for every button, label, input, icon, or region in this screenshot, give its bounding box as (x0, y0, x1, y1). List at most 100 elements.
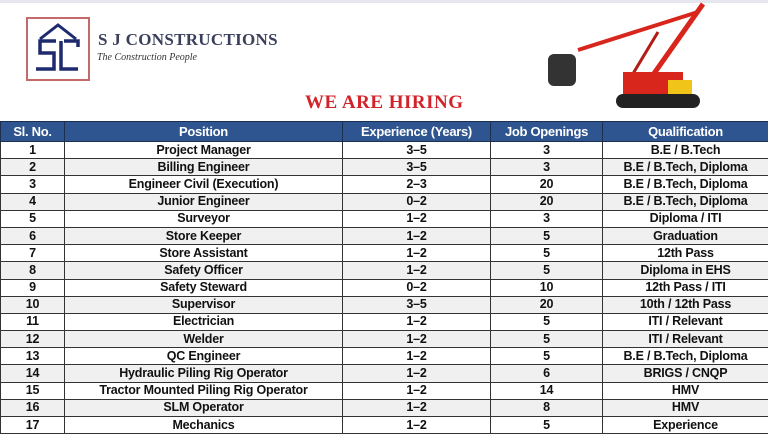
cell-experience: 1–2 (343, 331, 491, 348)
cell-openings: 5 (491, 227, 603, 244)
cell-position: Tractor Mounted Piling Rig Operator (65, 382, 343, 399)
company-tagline: The Construction People (97, 52, 197, 63)
cell-experience: 1–2 (343, 382, 491, 399)
company-logo (26, 17, 90, 81)
cell-position: Junior Engineer (65, 193, 343, 210)
piling-rig-image (538, 2, 713, 118)
cell-openings: 14 (491, 382, 603, 399)
cell-qualification: B.E / B.Tech, Diploma (603, 176, 768, 193)
cell-sl-no: 14 (1, 365, 65, 382)
cell-position: Store Assistant (65, 245, 343, 262)
cell-sl-no: 11 (1, 313, 65, 330)
cell-qualification: Diploma in EHS (603, 262, 768, 279)
hiring-headline: WE ARE HIRING (305, 92, 464, 114)
cell-experience: 1–2 (343, 262, 491, 279)
cell-experience: 3–5 (343, 296, 491, 313)
cell-position: Project Manager (65, 142, 343, 159)
cell-openings: 5 (491, 245, 603, 262)
cell-experience: 1–2 (343, 417, 491, 434)
cell-position: Safety Officer (65, 262, 343, 279)
cell-qualification: ITI / Relevant (603, 313, 768, 330)
cell-openings: 20 (491, 296, 603, 313)
cell-qualification: BRIGS / CNQP (603, 365, 768, 382)
company-name: S J CONSTRUCTIONS (98, 30, 278, 50)
cell-qualification: Diploma / ITI (603, 210, 768, 227)
cell-openings: 20 (491, 176, 603, 193)
cell-experience: 1–2 (343, 227, 491, 244)
cell-sl-no: 10 (1, 296, 65, 313)
cell-position: Electrician (65, 313, 343, 330)
cell-openings: 6 (491, 365, 603, 382)
cell-sl-no: 7 (1, 245, 65, 262)
cell-openings: 5 (491, 262, 603, 279)
cell-experience: 1–2 (343, 245, 491, 262)
cell-qualification: 12th Pass (603, 245, 768, 262)
cell-sl-no: 15 (1, 382, 65, 399)
cell-openings: 8 (491, 399, 603, 416)
cell-openings: 5 (491, 417, 603, 434)
cell-sl-no: 3 (1, 176, 65, 193)
cell-openings: 3 (491, 142, 603, 159)
cell-openings: 5 (491, 331, 603, 348)
cell-qualification: HMV (603, 382, 768, 399)
cell-experience: 0–2 (343, 193, 491, 210)
cell-experience: 3–5 (343, 159, 491, 176)
cell-openings: 3 (491, 159, 603, 176)
cell-qualification: Experience (603, 417, 768, 434)
cell-position: Safety Steward (65, 279, 343, 296)
cell-position: Surveyor (65, 210, 343, 227)
cell-qualification: B.E / B.Tech, Diploma (603, 159, 768, 176)
cell-experience: 1–2 (343, 348, 491, 365)
cell-qualification: Graduation (603, 227, 768, 244)
cell-position: Welder (65, 331, 343, 348)
cell-sl-no: 9 (1, 279, 65, 296)
cell-position: Hydraulic Piling Rig Operator (65, 365, 343, 382)
cell-qualification: 12th Pass / ITI (603, 279, 768, 296)
cell-experience: 1–2 (343, 365, 491, 382)
cell-position: QC Engineer (65, 348, 343, 365)
cell-position: Supervisor (65, 296, 343, 313)
cell-qualification: ITI / Relevant (603, 331, 768, 348)
cell-qualification: B.E / B.Tech, Diploma (603, 193, 768, 210)
cell-openings: 5 (491, 348, 603, 365)
cell-sl-no: 12 (1, 331, 65, 348)
cell-experience: 3–5 (343, 142, 491, 159)
cell-position: Engineer Civil (Execution) (65, 176, 343, 193)
cell-experience: 0–2 (343, 279, 491, 296)
cell-openings: 5 (491, 313, 603, 330)
cell-experience: 1–2 (343, 210, 491, 227)
cell-position: Store Keeper (65, 227, 343, 244)
cell-sl-no: 1 (1, 142, 65, 159)
cell-experience: 1–2 (343, 399, 491, 416)
cell-position: Billing Engineer (65, 159, 343, 176)
header-col-position: Position (65, 122, 343, 142)
cell-sl-no: 6 (1, 227, 65, 244)
cell-sl-no: 17 (1, 417, 65, 434)
cell-qualification: 10th / 12th Pass (603, 296, 768, 313)
header-col-experience: Experience (Years) (343, 122, 491, 142)
header-col-qualification: Qualification (603, 122, 768, 142)
cell-position: Mechanics (65, 417, 343, 434)
cell-openings: 10 (491, 279, 603, 296)
cell-sl-no: 16 (1, 399, 65, 416)
cell-qualification: B.E / B.Tech (603, 142, 768, 159)
cell-sl-no: 2 (1, 159, 65, 176)
cell-qualification: B.E / B.Tech, Diploma (603, 348, 768, 365)
